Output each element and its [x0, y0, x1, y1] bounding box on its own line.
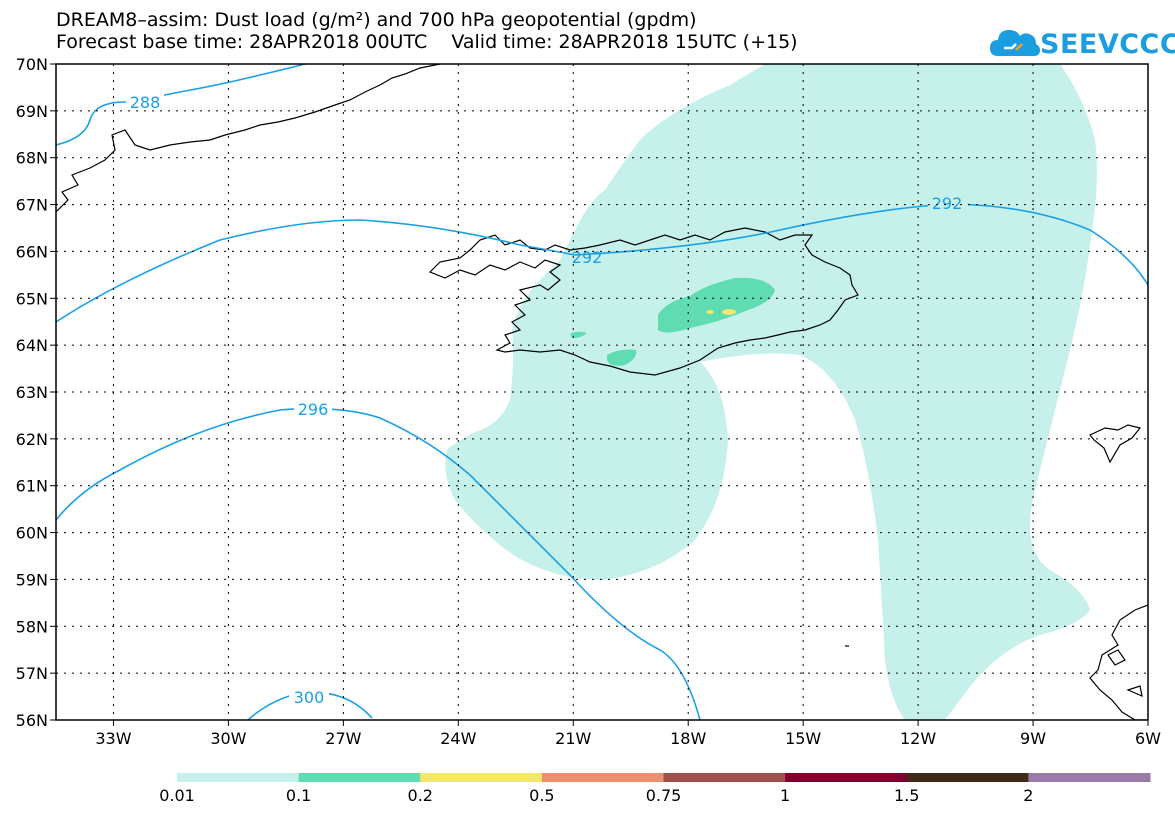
- legend-label: 2: [1023, 786, 1033, 805]
- legend-label: 1.5: [894, 786, 919, 805]
- legend-swatch: [541, 773, 664, 782]
- contour-292: [56, 203, 1148, 323]
- x-tick-label: 15W: [785, 729, 821, 748]
- cloud-icon: [990, 30, 1040, 56]
- legend-swatch: [420, 773, 543, 782]
- greenland-coastline: [56, 64, 441, 213]
- contour-label: 288: [130, 93, 161, 112]
- legend-swatch: [785, 773, 908, 782]
- y-tick-label: 58N: [16, 617, 48, 636]
- legend-label: 0.5: [529, 786, 554, 805]
- x-tick-label: 12W: [900, 729, 936, 748]
- legend-swatch: [177, 773, 300, 782]
- axes: 33W 30W 27W 24W 21W 18W 15W 12W 9W 6W 70N 69N 68N 67N…: [16, 55, 1162, 748]
- dust-region-high: [706, 310, 714, 314]
- y-tick-label: 63N: [16, 383, 48, 402]
- x-tick-label: 33W: [95, 729, 131, 748]
- logo-text: SEEVCCC: [1040, 29, 1175, 60]
- contour-label: 292: [572, 248, 603, 267]
- gridlines: [56, 64, 1148, 720]
- dust-region-high: [722, 309, 736, 315]
- title-line-2: Forecast base time: 28APR2018 00UTC Vali…: [56, 31, 798, 53]
- dust-region-medium: [658, 277, 775, 333]
- y-tick-label: 59N: [16, 570, 48, 589]
- y-tick-label: 69N: [16, 102, 48, 121]
- y-tick-label: 56N: [16, 711, 48, 730]
- map-plot-area: 288 292 292 296 300: [56, 64, 1148, 720]
- x-tick-label: 24W: [440, 729, 476, 748]
- legend-swatch: [663, 773, 786, 782]
- faroe-islands-coastline: [1089, 424, 1142, 464]
- dust-region-medium: [607, 349, 637, 366]
- contour-296: [56, 407, 701, 720]
- legend-label: 0.2: [408, 786, 433, 805]
- y-tick-label: 68N: [16, 149, 48, 168]
- seevccc-logo: SEEVCCC: [990, 20, 1175, 64]
- x-tick-label: 6W: [1135, 729, 1161, 748]
- contour-label: 296: [298, 400, 329, 419]
- dust-region-medium: [570, 331, 587, 338]
- y-tick-label: 67N: [16, 196, 48, 215]
- y-tick-label: 62N: [16, 430, 48, 449]
- contour-label: 292: [932, 194, 963, 213]
- legend-label: 1: [780, 786, 790, 805]
- scotland-islands: [1107, 649, 1143, 698]
- title-line-1: DREAM8–assim: Dust load (g/m²) and 700 h…: [56, 9, 697, 31]
- coastlines: [56, 64, 1148, 720]
- y-tick-label: 70N: [16, 55, 48, 74]
- legend-swatch: [906, 773, 1029, 782]
- legend-swatch: [1028, 773, 1151, 782]
- legend-label: 0.01: [159, 786, 195, 805]
- y-tick-label: 64N: [16, 336, 48, 355]
- x-tick-label: 21W: [555, 729, 591, 748]
- scotland-coastline: [1089, 604, 1148, 720]
- iceland-coastline: [428, 227, 859, 376]
- y-tick-label: 65N: [16, 289, 48, 308]
- contour-labels: 288 292 292 296 300: [126, 93, 968, 707]
- x-tick-label: 27W: [325, 729, 361, 748]
- contour-288: [56, 64, 306, 146]
- y-tick-label: 60N: [16, 524, 48, 543]
- legend-label: 0.1: [286, 786, 311, 805]
- y-tick-label: 66N: [16, 242, 48, 261]
- colour-legend: 0.01 0.1 0.2 0.5 0.75 1 1.5 2: [159, 773, 1151, 805]
- y-tick-label: 57N: [16, 664, 48, 683]
- x-tick-label: 9W: [1020, 729, 1046, 748]
- x-tick-label: 18W: [670, 729, 706, 748]
- contour-label: 300: [294, 688, 325, 707]
- legend-label: 0.75: [646, 786, 682, 805]
- x-tick-label: 30W: [210, 729, 246, 748]
- legend-swatch: [298, 773, 421, 782]
- dust-region-light: [445, 64, 1097, 720]
- y-tick-label: 61N: [16, 477, 48, 496]
